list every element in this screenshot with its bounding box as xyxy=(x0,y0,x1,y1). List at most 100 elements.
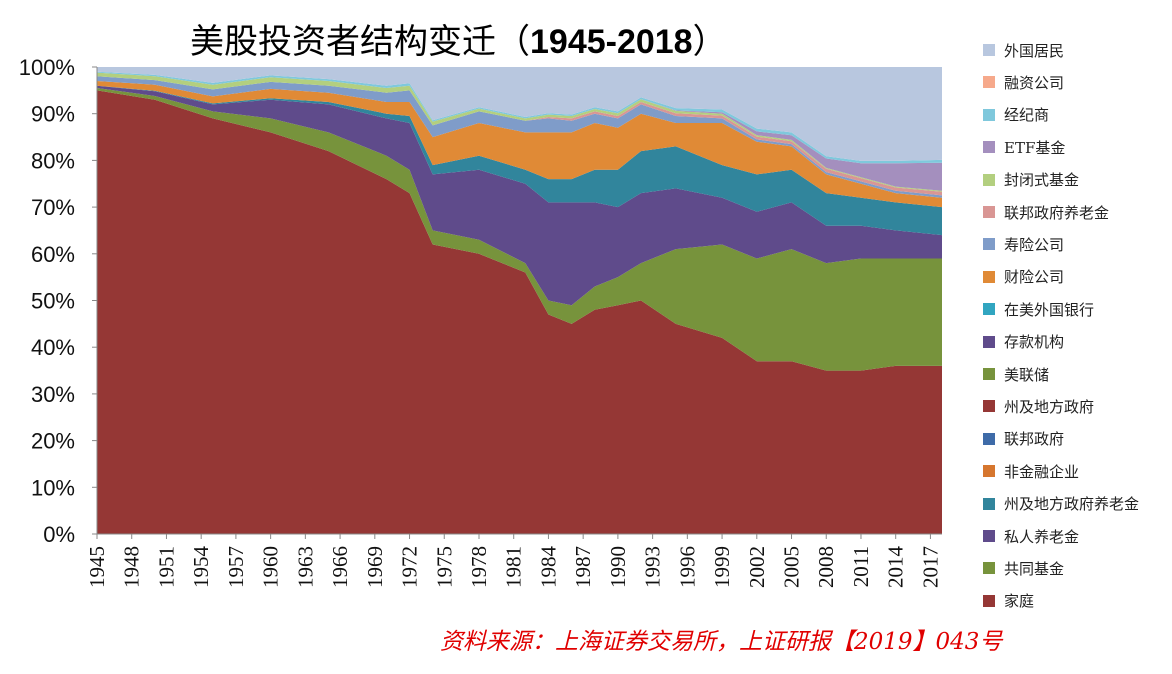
x-tick-label: 1945 xyxy=(85,546,109,588)
x-tick-label: 1990 xyxy=(606,546,630,588)
legend-swatch xyxy=(983,530,995,542)
legend-item: 共同基金 xyxy=(983,558,1064,578)
legend-item: 存款机构 xyxy=(983,332,1064,352)
chart-title: 美股投资者结构变迁（1945-2018） xyxy=(190,14,850,63)
stacked-area-chart: 0% 10% 20% 30% 40% 50% 60% 70% 80% 90% 100% 1945 194… xyxy=(19,55,943,589)
x-tick-label: 2011 xyxy=(849,546,873,587)
legend-label: 联邦政府 xyxy=(1004,430,1065,449)
x-tick-label: 1963 xyxy=(293,546,317,588)
legend-label: 财险公司 xyxy=(1004,268,1065,287)
legend-item: 州及地方政府 xyxy=(983,396,1094,416)
legend-item: ETF基金 xyxy=(983,137,1065,157)
y-tick-label: 50% xyxy=(31,289,75,314)
x-tick-label: 1966 xyxy=(328,546,352,588)
x-tick-label: 1948 xyxy=(120,546,144,588)
legend-swatch xyxy=(983,562,995,575)
y-tick-label: 0% xyxy=(43,522,75,547)
x-tick-label: 1957 xyxy=(224,546,248,588)
legend-swatch xyxy=(983,335,995,348)
x-tick-label: 1972 xyxy=(398,546,422,588)
legend-swatch xyxy=(983,368,995,380)
area-series-1 xyxy=(97,88,942,371)
legend-label: 州及地方政府养老金 xyxy=(1004,495,1140,514)
x-tick-label: 1987 xyxy=(571,546,595,588)
x-tick-label: 1978 xyxy=(467,546,491,588)
legend-item: 财险公司 xyxy=(983,267,1064,287)
legend-swatch xyxy=(983,108,995,121)
legend-swatch xyxy=(983,173,995,186)
y-tick-label: 80% xyxy=(31,148,75,173)
legend-swatch xyxy=(983,238,995,251)
chart-title-text: 美股投资者结构变迁（ xyxy=(190,22,530,62)
x-tick-label: 1999 xyxy=(710,546,734,588)
legend-item: 联邦政府 xyxy=(983,429,1064,449)
legend-swatch xyxy=(983,497,995,510)
y-tick-label: 10% xyxy=(31,475,75,500)
legend-item: 外国居民 xyxy=(983,40,1064,60)
x-tick-label: 2014 xyxy=(884,546,908,589)
legend-item: 非金融企业 xyxy=(983,461,1079,481)
source-note: 资料来源：上海证券交易所，上证研报【2019】043号 xyxy=(440,629,1003,655)
legend-swatch xyxy=(983,594,995,607)
legend-swatch xyxy=(983,270,995,283)
area-series-2 xyxy=(97,85,942,306)
legend-swatch xyxy=(983,465,995,478)
legend-item: 在美外国银行 xyxy=(983,299,1094,319)
x-tick-label: 2005 xyxy=(780,546,804,588)
legend-swatch xyxy=(983,76,995,89)
legend-label: 在美外国银行 xyxy=(1004,300,1095,319)
legend-item: 州及地方政府养老金 xyxy=(983,494,1139,514)
x-tick-label: 1984 xyxy=(536,546,560,589)
legend-label: 联邦政府养老金 xyxy=(1004,203,1110,222)
chart-title-close: ） xyxy=(692,22,727,62)
x-tick-label: 1993 xyxy=(641,546,665,588)
legend-item: 封闭式基金 xyxy=(983,170,1079,190)
legend-label: 存款机构 xyxy=(1004,333,1065,352)
legend-item: 融资公司 xyxy=(983,72,1064,92)
legend-label: 家庭 xyxy=(1004,592,1035,611)
chart-title-years: 1945-2018 xyxy=(530,23,693,61)
legend-item: 寿险公司 xyxy=(983,234,1064,254)
legend-swatch xyxy=(983,44,995,56)
y-tick-label: 60% xyxy=(31,242,75,267)
legend-label: 私人养老金 xyxy=(1004,527,1080,546)
legend-item: 美联储 xyxy=(983,364,1049,384)
legend-label: 融资公司 xyxy=(1004,73,1065,92)
legend-label: 美联储 xyxy=(1004,365,1050,384)
x-tick-label: 1981 xyxy=(502,546,526,588)
legend-item: 经纪商 xyxy=(983,105,1049,125)
legend-label: 非金融企业 xyxy=(1004,462,1080,481)
legend-swatch xyxy=(983,141,995,154)
area-series-17 xyxy=(97,67,942,161)
y-tick-label: 40% xyxy=(31,335,75,360)
x-tick-label: 1969 xyxy=(363,546,387,588)
legend-swatch xyxy=(983,400,995,413)
area-series-0 xyxy=(97,90,942,535)
y-tick-label: 30% xyxy=(31,382,75,407)
legend-label: 州及地方政府 xyxy=(1004,397,1095,416)
legend-label: 封闭式基金 xyxy=(1004,171,1080,190)
legend-label: 共同基金 xyxy=(1004,559,1065,578)
x-tick-label: 1951 xyxy=(154,546,178,588)
legend-label: ETF基金 xyxy=(1004,138,1066,157)
x-tick-label: 1960 xyxy=(259,546,283,588)
legend-label: 寿险公司 xyxy=(1004,235,1065,254)
legend-swatch xyxy=(983,303,995,316)
y-tick-label: 100% xyxy=(19,55,75,80)
legend-item: 联邦政府养老金 xyxy=(983,202,1109,222)
x-tick-label: 1996 xyxy=(675,546,699,588)
y-tick-label: 90% xyxy=(31,102,75,127)
area-series-10 xyxy=(97,81,942,208)
legend-label: 外国居民 xyxy=(1004,41,1065,60)
x-tick-label: 1954 xyxy=(189,546,213,589)
x-tick-label: 2002 xyxy=(745,546,769,588)
x-tick-label: 2008 xyxy=(814,546,838,588)
area-series-11 xyxy=(97,76,942,198)
legend-label: 经纪商 xyxy=(1004,106,1050,125)
legend-item: 私人养老金 xyxy=(983,526,1079,546)
legend-swatch xyxy=(983,432,995,445)
x-tick-label: 1975 xyxy=(432,546,456,588)
y-tick-label: 20% xyxy=(31,429,75,454)
x-tick-label: 2017 xyxy=(918,546,942,588)
legend-item: 家庭 xyxy=(983,591,1034,611)
